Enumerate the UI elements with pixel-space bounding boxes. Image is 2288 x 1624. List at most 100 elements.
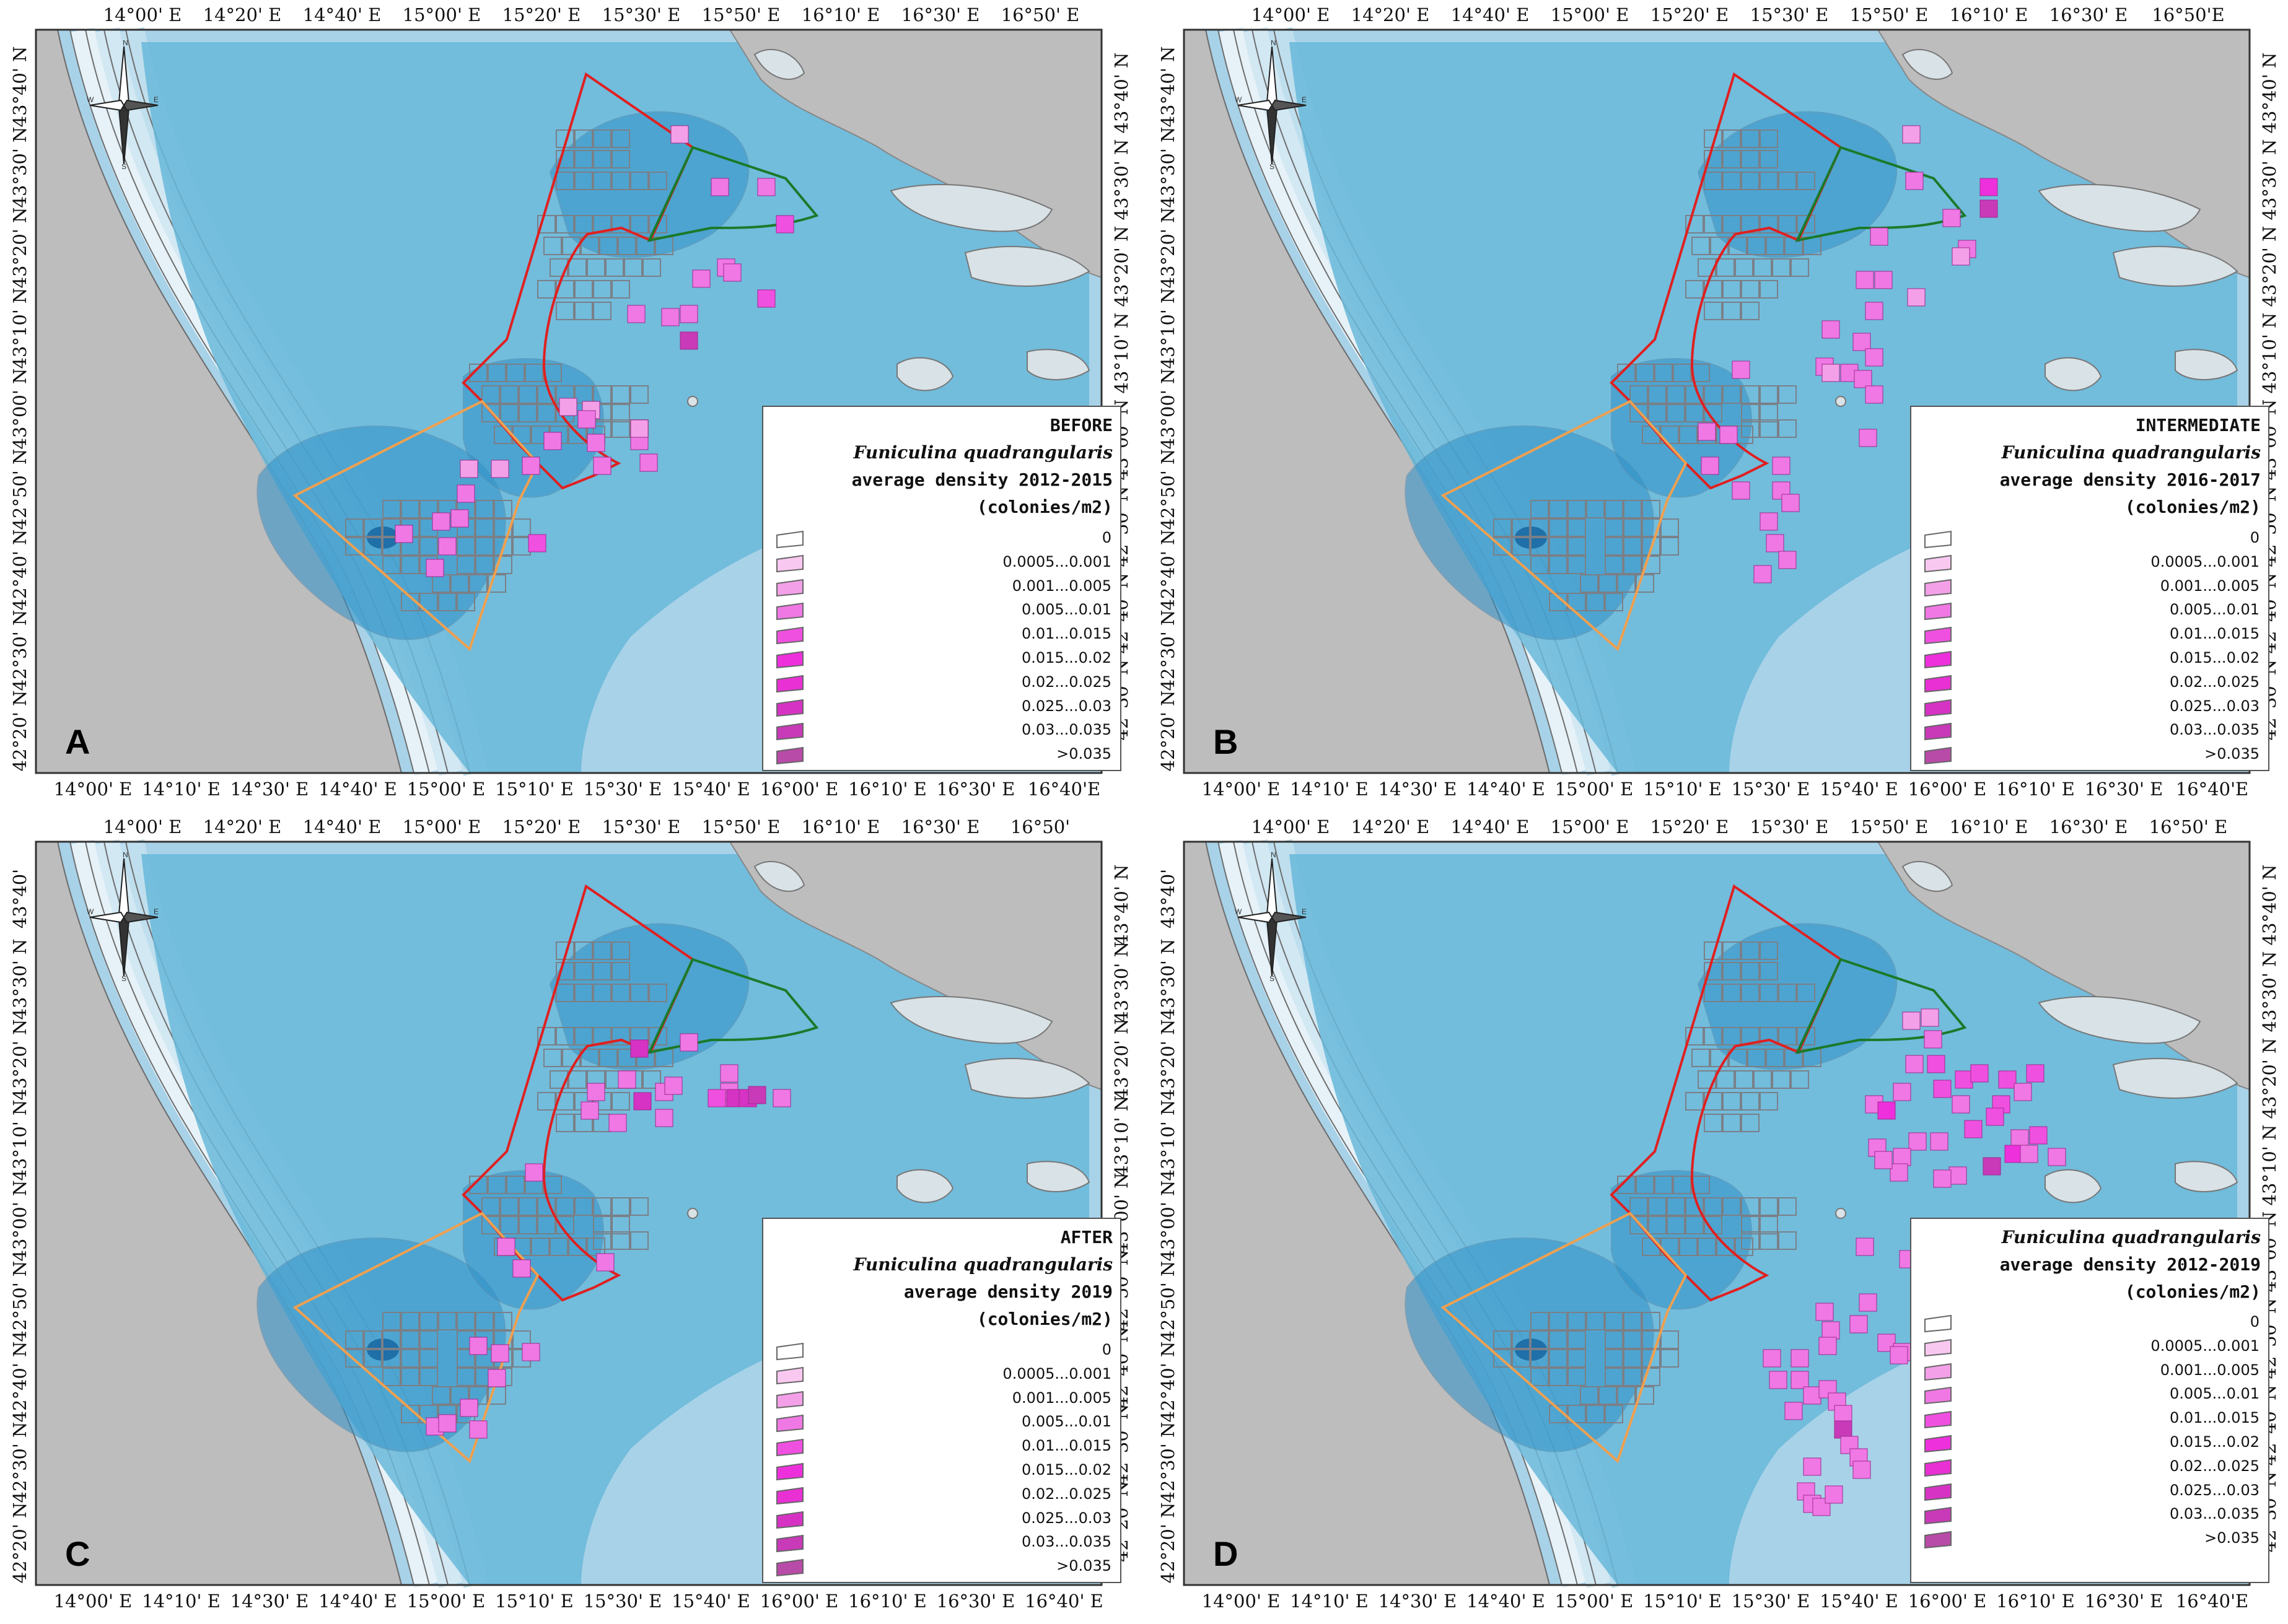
legend-item: 0.01...0.015 (776, 624, 1111, 648)
density-cell (593, 456, 611, 475)
density-cell (491, 1344, 509, 1363)
empty-sampling-cell (419, 1349, 438, 1368)
empty-sampling-cell (401, 1312, 419, 1330)
empty-sampling-cell (556, 1027, 574, 1046)
island-lastovo (2175, 349, 2238, 380)
left-latitude-tick: 42°30' N (9, 1422, 30, 1503)
empty-sampling-cell (1729, 1049, 1747, 1067)
empty-sampling-cell (475, 537, 494, 556)
isobath-line (57, 29, 402, 774)
empty-sampling-cell (1493, 1349, 1512, 1368)
density-cell (1907, 288, 1926, 307)
empty-sampling-cell (1648, 1216, 1667, 1234)
left-latitude-tick: 43°10' N (9, 288, 30, 369)
empty-sampling-cell (599, 1049, 618, 1067)
legend-swatch (1924, 746, 1952, 765)
empty-sampling-cell (1704, 1114, 1722, 1132)
density-cell (1772, 456, 1791, 475)
empty-sampling-cell (1580, 1386, 1598, 1405)
empty-sampling-cell (593, 150, 611, 168)
empty-sampling-cell (419, 1330, 438, 1349)
legend-label: 0.03...0.035 (1021, 1533, 1111, 1551)
empty-sampling-cell (481, 404, 500, 422)
empty-sampling-cell (525, 364, 543, 382)
density-cell (1803, 1457, 1821, 1476)
bottom-longitude-tick: 16°10' E (848, 1591, 927, 1612)
empty-sampling-cell (1648, 385, 1667, 404)
empty-sampling-cell (611, 215, 630, 234)
empty-sampling-cell (1741, 129, 1760, 148)
density-cell (1983, 1157, 2001, 1176)
legend-swatch (776, 1511, 804, 1529)
map-canvas: 14°00' E 14°20' E 14°40' E 15°00' E 15°20' E… (1157, 4, 2280, 800)
empty-sampling-cell (401, 556, 419, 574)
empty-sampling-cell (1735, 1238, 1753, 1256)
empty-sampling-cell (1716, 1070, 1735, 1089)
empty-sampling-cell (537, 1092, 556, 1111)
empty-sampling-cell (611, 129, 630, 148)
top-longitude-tick: 16°30' E (2049, 4, 2128, 25)
density-cell (512, 1259, 531, 1278)
legend-item: 0 (776, 1340, 1111, 1364)
empty-sampling-cell (1567, 537, 1586, 556)
left-latitude-tick: 42°20' N (9, 691, 30, 772)
density-cell (2014, 1083, 2032, 1101)
legend-swatch (1924, 1386, 1952, 1405)
density-cell (543, 432, 562, 450)
empty-sampling-cell (475, 556, 494, 574)
left-latitude-tick: 43°40' N (1157, 46, 1178, 128)
empty-sampling-cell (1530, 1330, 1549, 1349)
density-cell (757, 178, 776, 196)
left-latitude-tick: 43°30' N (1157, 127, 1178, 208)
empty-sampling-cell (1617, 1176, 1636, 1194)
empty-sampling-cell (500, 385, 519, 404)
empty-sampling-cell (1567, 1349, 1586, 1368)
legend-item: >0.035 (1924, 1528, 2260, 1552)
empty-sampling-cell (562, 237, 581, 255)
legend-swatch (776, 1558, 804, 1577)
empty-sampling-cell (1512, 1330, 1530, 1349)
empty-sampling-cell (543, 237, 562, 255)
empty-sampling-cell (438, 1312, 457, 1330)
legend-label: 0.001...0.005 (1012, 1389, 1111, 1407)
empty-sampling-cell (488, 364, 506, 382)
density-cell (1970, 1064, 1989, 1083)
empty-sampling-cell (1586, 1312, 1605, 1330)
legend-item: 0.0005...0.001 (1924, 552, 2260, 576)
bottom-longitude-tick: 14°30' E (230, 779, 309, 800)
density-cell (1732, 360, 1750, 379)
density-cell (639, 453, 658, 472)
legend-box: BEFORE Funiculina quadrangularis average d… (762, 406, 1121, 771)
empty-sampling-cell (1722, 1114, 1741, 1132)
density-cell (1865, 302, 1883, 320)
legend-title-line: average density 2012-2019 (1999, 1254, 2261, 1275)
empty-sampling-cell (1685, 404, 1704, 422)
bottom-longitude-tick: 15°30' E (584, 1591, 662, 1612)
legend-label: 0.01...0.015 (1021, 625, 1111, 643)
density-cell (596, 1253, 615, 1272)
empty-sampling-cell (611, 1216, 630, 1234)
density-cell (1760, 512, 1778, 531)
top-longitude-tick: 14°40' E (1451, 4, 1530, 25)
legend-item: 0.01...0.015 (1924, 624, 2260, 648)
legend-swatch (1924, 674, 1952, 693)
density-cell (1948, 1166, 1967, 1185)
legend-label: 0.03...0.035 (2169, 1505, 2260, 1523)
density-cell (1905, 172, 1924, 190)
island-vis (896, 357, 954, 391)
empty-sampling-cell (1797, 984, 1815, 1002)
empty-sampling-cell (1617, 574, 1636, 593)
empty-sampling-cell (1648, 1197, 1667, 1216)
compass-n: N (123, 40, 128, 47)
empty-sampling-cell (1629, 404, 1648, 422)
top-longitude-tick: 15°20' E (1650, 816, 1729, 837)
density-cell (1852, 1460, 1871, 1479)
empty-sampling-cell (1778, 215, 1797, 234)
density-cell (1732, 481, 1750, 500)
empty-sampling-cell (1741, 280, 1760, 299)
bottom-longitude-tick: 16°10' E (848, 779, 927, 800)
density-cell (630, 419, 649, 438)
compass-n: N (1271, 852, 1276, 859)
top-longitude-tick: 14°40' E (303, 816, 382, 837)
empty-sampling-cell (556, 1114, 574, 1132)
